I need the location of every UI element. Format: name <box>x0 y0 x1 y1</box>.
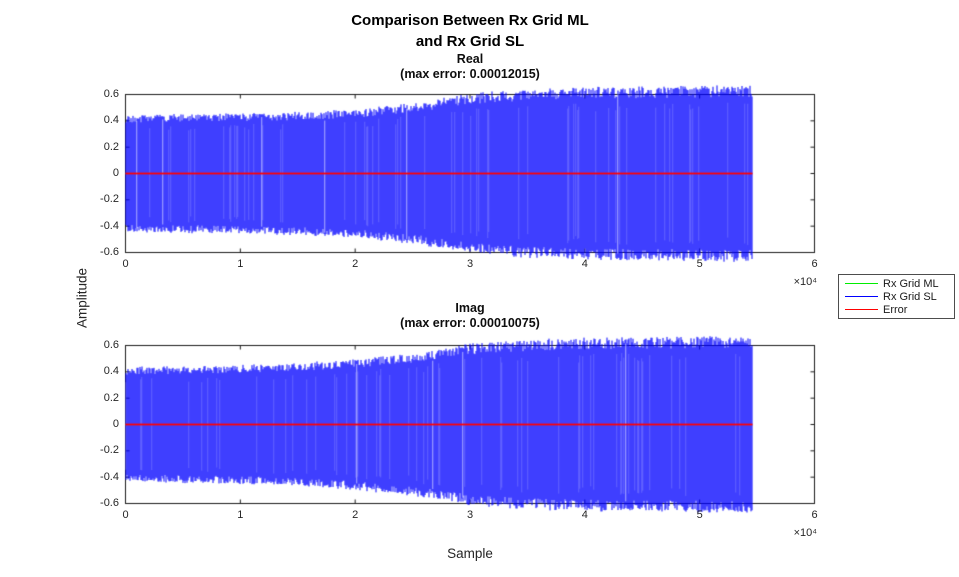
y-tick-label: 0.2 <box>103 391 119 404</box>
x-tick-label: 6 <box>811 508 818 521</box>
y-axis-label: Amplitude <box>74 267 90 329</box>
figure-title: Comparison Between Rx Grid ML and Rx Gri… <box>125 10 815 52</box>
x-tick-label: 3 <box>466 508 474 521</box>
x-tick-label: 5 <box>696 508 703 521</box>
green-line-swatch <box>845 283 878 284</box>
figure-title-line1: Comparison Between Rx Grid ML <box>351 12 589 29</box>
legend-label: Error <box>883 303 908 316</box>
blue-line-swatch <box>845 296 878 297</box>
red-line-swatch <box>845 309 878 310</box>
y-tick-label: 0.6 <box>103 88 119 100</box>
y-tick-label: -0.6 <box>100 246 119 258</box>
x-axis-multiplier-imag: ×10⁴ <box>793 527 817 539</box>
x-axis-label: Sample <box>447 546 493 561</box>
y-tick-label: 0.2 <box>103 140 119 153</box>
y-tick-label: 0.6 <box>103 339 119 351</box>
subplot-real-title: Real (max error: 0.00012015) <box>125 52 815 81</box>
legend-box[interactable]: Rx Grid ML Rx Grid SL Error <box>838 274 955 319</box>
x-tick-label: 2 <box>352 257 359 270</box>
legend-label: Rx Grid SL <box>883 290 937 303</box>
figure-title-line2: and Rx Grid SL <box>415 33 525 50</box>
x-tick-label: 2 <box>352 508 359 521</box>
y-tick-label: 0.4 <box>103 114 119 127</box>
subplot-imag-max-error: (max error: 0.00010075) <box>400 315 540 330</box>
legend-item-rx-grid-sl: Rx Grid SL <box>839 290 954 303</box>
y-tick-label: -0.6 <box>100 497 119 509</box>
x-tick-label: 0 <box>122 257 129 270</box>
x-tick-label: 0 <box>122 508 129 521</box>
y-tick-label: 0 <box>112 167 119 179</box>
x-tick-label: 3 <box>466 257 474 270</box>
x-tick-label: 4 <box>581 508 588 521</box>
legend-item-rx-grid-ml: Rx Grid ML <box>839 277 954 290</box>
real-plot-area[interactable] <box>124 79 816 269</box>
y-tick-label: -0.2 <box>100 444 119 457</box>
x-axis-multiplier-real: ×10⁴ <box>793 276 817 288</box>
y-tick-label: 0.4 <box>103 365 119 378</box>
y-tick-label: -0.4 <box>100 219 119 232</box>
imag-plot-area[interactable] <box>124 330 816 520</box>
subplot-imag-title-text: Imag <box>455 301 485 315</box>
subplot-real-title-text: Real <box>456 52 484 66</box>
x-tick-label: 6 <box>811 257 818 270</box>
x-tick-label: 1 <box>237 508 244 521</box>
legend-label: Rx Grid ML <box>883 277 939 290</box>
subplot-imag-title: Imag (max error: 0.00010075) <box>125 301 815 330</box>
x-tick-label: 1 <box>237 257 244 270</box>
y-tick-label: 0 <box>112 418 119 430</box>
subplot-real-max-error: (max error: 0.00012015) <box>400 66 540 81</box>
y-tick-label: -0.4 <box>100 470 119 483</box>
legend-item-error: Error <box>839 303 954 316</box>
x-tick-label: 4 <box>581 257 588 270</box>
x-tick-label: 5 <box>696 257 703 270</box>
y-tick-label: -0.2 <box>100 193 119 206</box>
